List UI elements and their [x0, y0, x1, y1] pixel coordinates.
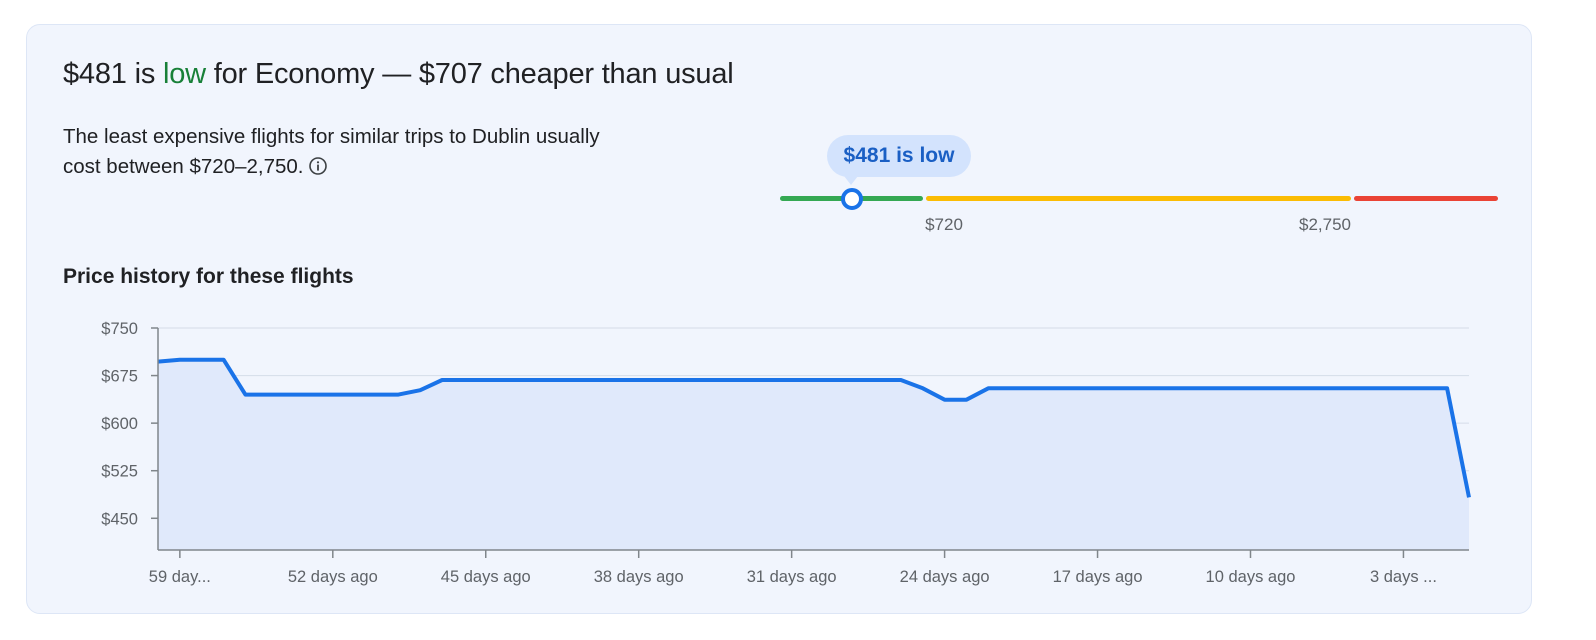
x-tick-label: 52 days ago [288, 568, 378, 586]
y-tick-label: $450 [101, 510, 138, 528]
x-tick-label: 38 days ago [594, 568, 684, 586]
description-text: The least expensive flights for similar … [63, 125, 600, 178]
x-tick-label: 10 days ago [1206, 568, 1296, 586]
typical-price-segment [926, 196, 1351, 201]
price-history-title: Price history for these flights [63, 265, 354, 288]
y-tick-label: $600 [101, 415, 138, 433]
y-tick-label: $675 [101, 368, 138, 386]
current-price-marker [841, 188, 863, 210]
price-range-description: The least expensive flights for similar … [63, 122, 623, 185]
info-icon[interactable] [308, 155, 328, 185]
headline-is: is [134, 58, 156, 90]
y-tick-label: $525 [101, 463, 138, 481]
price-history-chart[interactable]: $750 $675 $600 $525 $450 59 day... 52 days ago… [0, 300, 1596, 600]
x-tick-label: 59 day... [149, 568, 211, 586]
y-tick-label: $750 [101, 320, 138, 338]
range-high-label: $2,750 [1299, 215, 1351, 234]
x-tick-label: 17 days ago [1053, 568, 1143, 586]
x-tick-label: 31 days ago [747, 568, 837, 586]
headline-savings: for Economy — $707 cheaper than usual [213, 58, 734, 90]
price-level-label: low [162, 58, 206, 90]
high-price-segment [1354, 196, 1498, 201]
headline-price: $481 [63, 58, 127, 90]
price-history-line [157, 357, 1471, 498]
x-tick-label: 3 days ... [1370, 568, 1437, 586]
price-insight-headline: $481 is low for Economy — $707 cheaper t… [63, 58, 734, 91]
x-tick-label: 45 days ago [441, 568, 531, 586]
range-low-label: $720 [925, 215, 963, 234]
price-range-bar: $481 is low $720 $2,750 [780, 130, 1500, 240]
price-history-area [158, 359, 1469, 550]
current-price-bubble: $481 is low [827, 135, 971, 185]
x-tick-label: 24 days ago [900, 568, 990, 586]
